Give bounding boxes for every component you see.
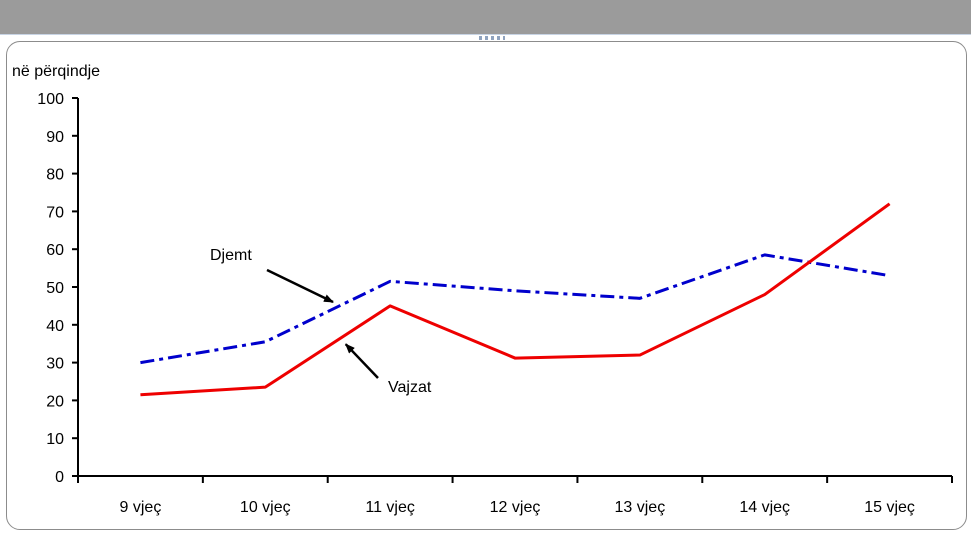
y-tick-label: 20 bbox=[46, 393, 64, 410]
y-tick-label: 80 bbox=[46, 167, 64, 184]
y-tick-label: 100 bbox=[37, 91, 64, 108]
y-tick-label: 60 bbox=[46, 242, 64, 259]
x-tick-label: 14 vjeç bbox=[739, 499, 790, 516]
y-tick-label: 10 bbox=[46, 431, 64, 448]
annotation-label: Vajzat bbox=[388, 379, 432, 396]
y-tick-label: 50 bbox=[46, 280, 64, 297]
y-tick-label: 90 bbox=[46, 129, 64, 146]
annotation-arrow-icon bbox=[344, 343, 379, 379]
window-edge bbox=[0, 34, 971, 35]
x-tick-label: 11 vjeç bbox=[365, 499, 415, 516]
x-tick-label: 13 vjeç bbox=[615, 499, 666, 516]
annotation-arrow-icon bbox=[266, 268, 334, 304]
y-tick-label: 30 bbox=[46, 356, 64, 373]
y-tick-label: 0 bbox=[55, 469, 64, 486]
annotation-label: Djemt bbox=[210, 247, 252, 264]
y-axis-label: në përqindje bbox=[12, 63, 100, 80]
y-tick-label: 40 bbox=[46, 318, 64, 335]
x-tick-label: 9 vjeç bbox=[120, 499, 162, 516]
chart-panel bbox=[6, 41, 967, 530]
resize-grip-icon[interactable] bbox=[479, 36, 505, 40]
x-tick-label: 12 vjeç bbox=[490, 499, 541, 516]
x-tick-label: 10 vjeç bbox=[240, 499, 291, 516]
y-tick-label: 70 bbox=[46, 204, 64, 221]
x-tick-label: 15 vjeç bbox=[864, 499, 915, 516]
title-bar[interactable] bbox=[0, 0, 971, 34]
series-line-djemt bbox=[140, 253, 890, 365]
series-line-vajzat bbox=[140, 202, 891, 397]
